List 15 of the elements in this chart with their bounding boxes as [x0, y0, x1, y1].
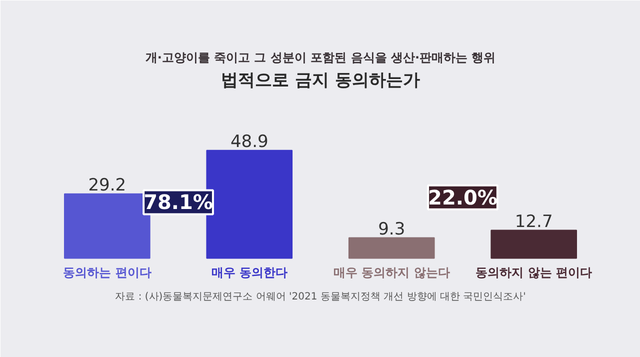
- bar: [490, 230, 577, 259]
- data-label: 9.3: [378, 220, 406, 240]
- x-tick-label: 매우 동의한다: [211, 265, 288, 280]
- data-label: 29.2: [88, 176, 126, 196]
- chart-title: 법적으로 금지 동의하는가: [221, 70, 420, 90]
- data-label: 48.9: [230, 132, 268, 152]
- bar: [348, 237, 435, 259]
- text: 자료 : (사)동물복지문제연구소 어웨어 '2021 동물복지정책 개선 방향에 대한 국민인식조사': [115, 292, 526, 303]
- x-tick-label: 동의하지 않는 편이다: [476, 265, 592, 280]
- x-tick-label: 동의하는 편이다: [63, 265, 152, 280]
- x-tick-label: 매우 동의하지 않는다: [333, 265, 450, 280]
- chart-subtitle: 개·고양이를 죽이고 그 성분이 포함된 음식을 생산·판매하는 행위: [145, 50, 496, 65]
- data-label: 12.7: [514, 212, 553, 232]
- annotation: 78.1%: [144, 190, 213, 214]
- annotation: 22.0%: [428, 185, 498, 210]
